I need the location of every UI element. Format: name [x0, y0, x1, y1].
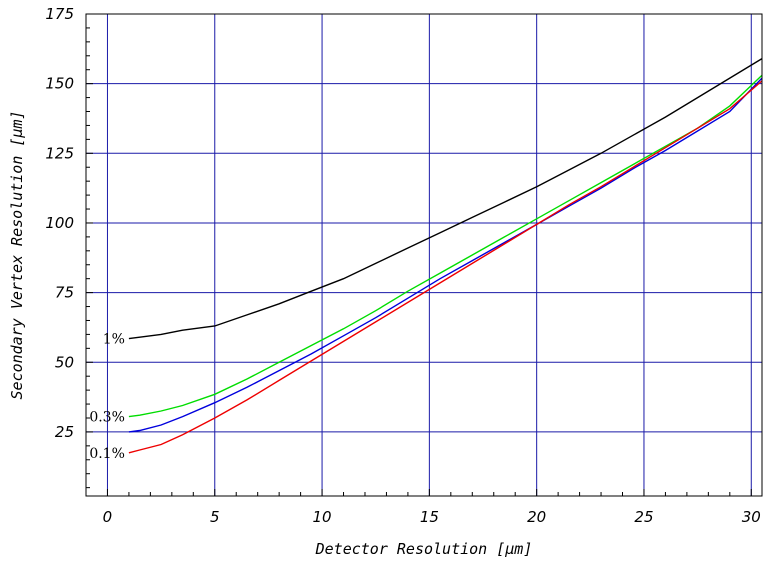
gridlines [86, 14, 762, 496]
series-labels: 1% 0.3% 0.1% [89, 332, 125, 462]
series-line-unlabeled [128, 77, 763, 433]
y-tick-label: 175 [45, 5, 74, 23]
x-axis-title: Detector Resolution [μm] [315, 540, 533, 558]
y-tick-label: 125 [45, 144, 74, 162]
y-tick-label: 50 [55, 353, 74, 371]
x-tick-label: 30 [742, 508, 761, 526]
series-group [128, 58, 763, 454]
x-tick-label: 20 [527, 508, 546, 526]
axis-ticks [85, 13, 752, 496]
series-line-0-3 [128, 74, 763, 418]
y-axis-title: Secondary Vertex Resolution [μm] [8, 111, 26, 400]
series-label: 1% [103, 332, 125, 348]
x-tick-label: 5 [210, 508, 220, 526]
plot-frame [85, 13, 763, 497]
x-tick-label: 25 [634, 508, 653, 526]
series-line-0-1 [128, 80, 763, 454]
x-tick-label: 15 [420, 508, 439, 526]
y-tick-label: 25 [55, 423, 74, 441]
y-tick-label: 75 [55, 284, 74, 302]
series-label: 0.3% [89, 410, 125, 426]
tick-labels: 0 5 10 15 20 25 30 25 50 75 100 125 150 175 [45, 5, 760, 526]
series-line-1 [128, 58, 763, 340]
y-tick-label: 150 [45, 75, 74, 93]
y-tick-label: 100 [45, 214, 74, 232]
x-tick-label: 10 [313, 508, 332, 526]
series-label: 0.1% [89, 446, 125, 462]
x-tick-label: 0 [103, 508, 113, 526]
